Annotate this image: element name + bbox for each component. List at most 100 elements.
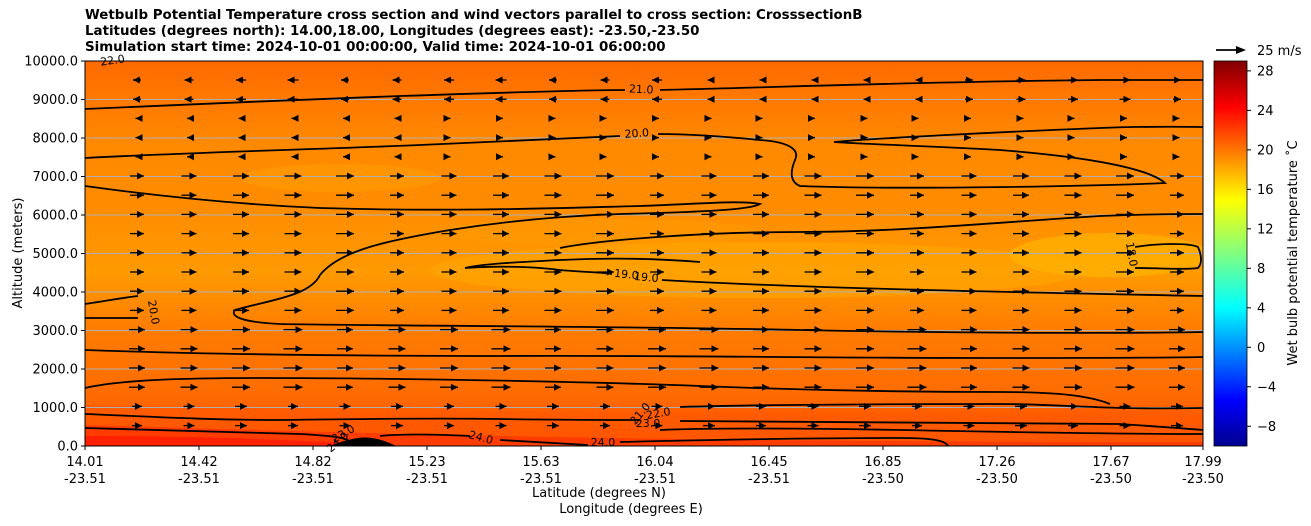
wind-vector-head (762, 383, 769, 391)
wind-vector-head (242, 287, 249, 295)
wind-vector-head (707, 95, 715, 103)
wind-vector-head (554, 287, 562, 295)
wind-vector-head (867, 287, 874, 295)
wind-vector-head (1071, 402, 1078, 410)
wind-vector-head (867, 191, 874, 199)
wind-vector-head (600, 95, 608, 103)
wind-vector-head (240, 402, 247, 410)
wind-vector-head (709, 249, 717, 257)
wind-vector-head (759, 95, 767, 103)
contour-20-mid (85, 185, 1203, 334)
y-tick-label: 10000.0 (24, 55, 78, 70)
wind-vector-head (554, 249, 562, 257)
x-tick-label-lon: -23.51 (748, 472, 790, 487)
wind-vector-head (449, 249, 457, 257)
wind-vector-head (1127, 383, 1135, 391)
wind-vector-head (607, 191, 614, 199)
x-axis-label-lat: Latitude (degrees N) (532, 486, 666, 501)
wind-vector-head (554, 326, 561, 334)
wind-vector-head (502, 287, 509, 295)
x-tick-label-lat: 14.82 (294, 455, 331, 470)
wind-vector-head (1127, 287, 1134, 295)
wind-vector-head (1127, 364, 1135, 372)
wind-vector-head (294, 249, 302, 257)
wind-vector-head (443, 114, 451, 122)
wind-vector-head (502, 191, 509, 199)
wind-vector-head (762, 287, 769, 295)
wind-vector-head (397, 230, 404, 238)
wind-vector-head (1127, 249, 1134, 257)
wind-vector-head (759, 76, 767, 84)
wind-vector-head (343, 422, 351, 430)
title-line-1: Wetbulb Potential Temperature cross sect… (85, 8, 863, 23)
wind-vector-head (1120, 153, 1127, 161)
wind-vector-head (444, 76, 451, 84)
wind-vector-head (1067, 134, 1075, 142)
wind-vector-head (867, 306, 874, 314)
wind-vector-head (394, 153, 402, 161)
wind-vector-head (133, 76, 140, 84)
wind-vector-head (294, 268, 302, 276)
wind-vector-head (911, 114, 919, 122)
wind-vector-head (1172, 134, 1180, 142)
wind-vector-head (242, 172, 249, 180)
contour-18 (1134, 243, 1202, 270)
colorbar-tick-label: 20 (1257, 143, 1274, 158)
wind-vector-head (451, 364, 458, 372)
x-tick-label-lon: -23.50 (1182, 472, 1224, 487)
wind-vector-head (1022, 287, 1029, 295)
wind-vector-head (607, 306, 614, 314)
wind-vector-head (814, 287, 822, 295)
wind-vector-head (814, 326, 822, 334)
wind-vector-head (554, 383, 561, 391)
y-tick-label: 4000.0 (33, 286, 79, 301)
wind-vector-head (138, 364, 145, 372)
wind-vector-head (1127, 326, 1135, 334)
wind-vector-head (814, 249, 822, 257)
wind-vector-head (138, 345, 145, 353)
contour-label: 21.0 (629, 82, 654, 96)
wind-vector-head (1174, 76, 1181, 84)
wind-vector-head (1074, 172, 1082, 180)
wind-vector-head (1016, 134, 1024, 142)
wind-vector-head (243, 326, 250, 334)
wind-vector-head (242, 268, 249, 276)
wind-vector-head (343, 402, 351, 410)
wind-vector-head (554, 230, 562, 238)
contour-label: 18.0 (1123, 241, 1140, 267)
wind-vector-head (1022, 306, 1029, 314)
wind-vector-head (607, 268, 614, 276)
wind-vector-head (964, 153, 971, 161)
contour-label: 19.0 (634, 270, 660, 285)
wind-vector-head (1074, 249, 1082, 257)
contour-lines (85, 79, 1203, 446)
wind-vector-head (189, 249, 197, 257)
wind-vector-head (294, 287, 302, 295)
wind-vector-head (1127, 268, 1134, 276)
wind-vector-head (606, 326, 614, 334)
wind-vector-head (1177, 268, 1184, 276)
wind-vector-head (1020, 422, 1027, 430)
wind-vector-head (1022, 326, 1030, 334)
wind-vector-head (911, 153, 919, 161)
wind-vector-head (242, 230, 249, 238)
wind-vector-head (652, 114, 659, 122)
wind-vector-head (184, 76, 192, 84)
wind-vector-head (970, 345, 977, 353)
wind-vector-head (1022, 172, 1029, 180)
contour-22-low (679, 403, 1203, 410)
wind-vector-head (238, 134, 246, 142)
contour-label: 22.0 (645, 405, 671, 422)
wind-vector-head (291, 402, 298, 410)
wind-vector-head (657, 287, 664, 295)
wind-vector-head (190, 345, 198, 353)
wind-vector-head (242, 191, 249, 199)
wind-vector-head (709, 306, 717, 314)
contour-label: 23.0 (636, 417, 661, 430)
wind-vector-head (867, 210, 874, 218)
contour-20-upper (85, 125, 1203, 189)
colorbar-tick-label: 12 (1257, 222, 1274, 237)
wind-vector-head (709, 287, 717, 295)
wind-vector-head (1067, 114, 1075, 122)
x-tick-label-lon: -23.51 (406, 472, 448, 487)
